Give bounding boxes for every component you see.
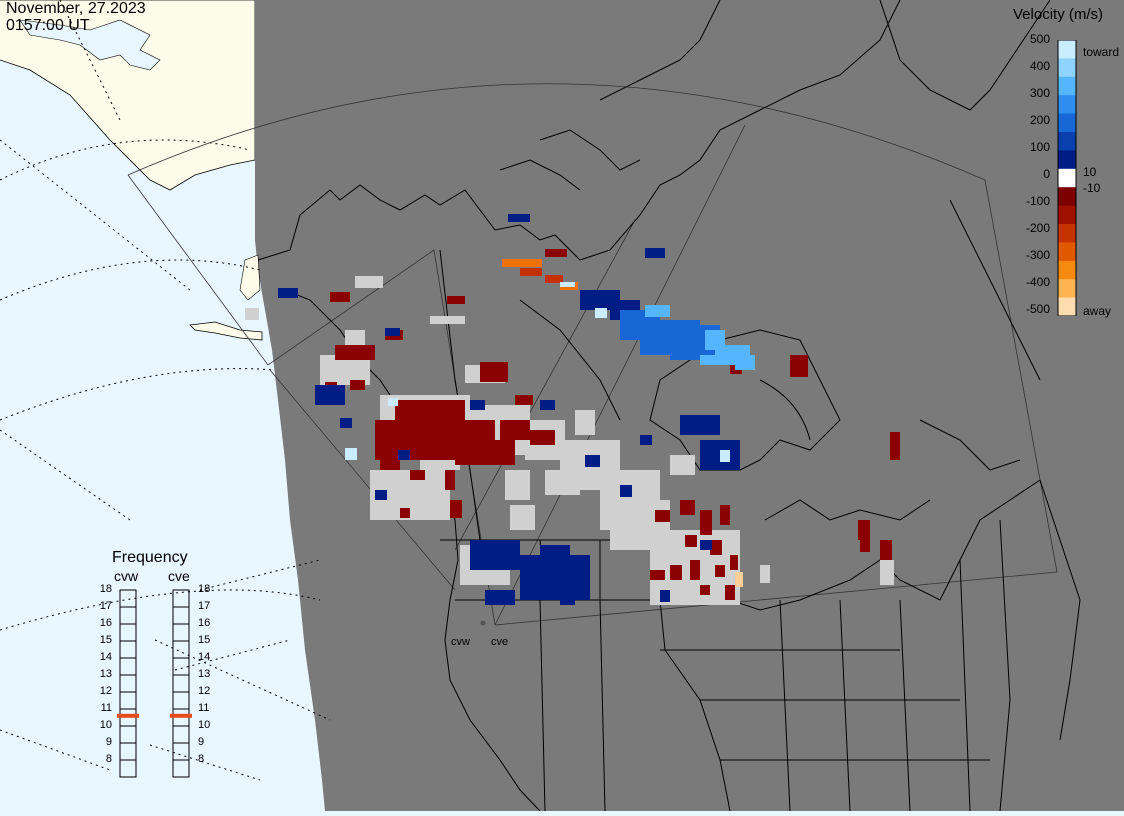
frequency-tick-label: 13 xyxy=(99,668,112,680)
velocity-tick-label: -500 xyxy=(1025,302,1050,316)
site-label-cve: cve xyxy=(491,636,509,648)
frequency-tick-label: 17 xyxy=(99,600,112,612)
frequency-tick-label: 16 xyxy=(99,617,112,629)
legend-neg10-label: -10 xyxy=(1083,181,1101,195)
legend-pos10-label: 10 xyxy=(1083,165,1097,179)
frequency-tick-label: 10 xyxy=(198,719,211,731)
toward-max-cells xyxy=(345,282,730,462)
velocity-tick-label: 300 xyxy=(1029,86,1050,100)
colorbar-segment xyxy=(1058,113,1076,133)
velocity-tick-label: -400 xyxy=(1025,275,1050,289)
colorbar-segment xyxy=(1058,95,1076,115)
colorbar-segment xyxy=(1058,242,1076,262)
colorbar-segment xyxy=(1058,279,1076,299)
frequency-tick-label: 16 xyxy=(198,617,211,629)
frequency-tick-label: 12 xyxy=(99,685,112,697)
colorbar-segment xyxy=(1058,260,1076,280)
frequency-marker xyxy=(117,713,139,718)
colorbar-segment xyxy=(1058,150,1076,170)
velocity-tick-label: 0 xyxy=(1043,167,1050,181)
colorbar-segment xyxy=(1058,187,1076,207)
away-medium-cells xyxy=(520,268,563,283)
arctic-land xyxy=(0,0,255,190)
colorbar-segment xyxy=(1058,224,1076,243)
toward-fast-cells xyxy=(645,305,755,370)
frequency-tick-label: 11 xyxy=(198,702,210,714)
frequency-gauge-frame xyxy=(119,589,137,778)
velocity-tick-label: -200 xyxy=(1025,221,1050,235)
velocity-tick-label: 400 xyxy=(1029,59,1050,73)
frequency-tick-label: 8 xyxy=(198,753,205,765)
frequency-tick-label: 9 xyxy=(105,736,112,748)
colorbar-segment xyxy=(1058,132,1076,151)
frequency-tick-label: 13 xyxy=(198,668,211,680)
site-label-cvw: cvw xyxy=(451,636,470,648)
radar-name-cvw: cvw xyxy=(114,568,139,584)
frequency-tick-label: 15 xyxy=(198,634,211,646)
frequency-title: Frequency xyxy=(112,549,188,566)
colorbar-segment xyxy=(1058,205,1076,225)
radar-fov xyxy=(127,83,1058,626)
date-label: November, 27.2023 xyxy=(6,0,146,17)
radar-name-cve: cve xyxy=(168,568,190,584)
velocity-colorbar xyxy=(1057,40,1077,316)
away-max-cells xyxy=(735,572,743,587)
frequency-tick-label: 11 xyxy=(100,702,112,714)
frequency-tick-label: 10 xyxy=(99,719,112,731)
colorbar-segment xyxy=(1058,40,1076,59)
land-region xyxy=(255,0,1124,811)
velocity-tick-label: -300 xyxy=(1025,248,1050,262)
velocity-tick-label: 200 xyxy=(1029,113,1050,127)
frequency-tick-label: 18 xyxy=(99,583,112,595)
colorbar-segment xyxy=(1058,297,1076,316)
velocity-tick-label: 100 xyxy=(1029,140,1050,154)
frequency-tick-label: 14 xyxy=(99,651,112,663)
legend-toward-label: toward xyxy=(1083,45,1120,59)
velocity-legend-title: Velocity (m/s) xyxy=(1013,6,1104,23)
frequency-tick-label: 9 xyxy=(198,736,205,748)
frequency-tick-label: 8 xyxy=(105,753,112,765)
velocity-tick-label: -100 xyxy=(1025,194,1050,208)
colorbar-segment xyxy=(1058,168,1076,188)
colorbar-segment xyxy=(1058,76,1076,96)
boundaries xyxy=(257,0,1081,812)
radar-site-marker xyxy=(480,620,486,626)
grid-lines xyxy=(0,0,331,781)
away-velocity-cells xyxy=(325,249,900,600)
frequency-marker xyxy=(170,713,192,718)
time-label: 0157:00 UT xyxy=(6,17,90,34)
legend-away-label: away xyxy=(1083,304,1112,318)
toward-velocity-cells xyxy=(278,214,740,605)
frequency-tick-label: 12 xyxy=(198,685,211,697)
frequency-tick-label: 15 xyxy=(99,634,112,646)
velocity-tick-label: 500 xyxy=(1029,32,1050,46)
frequency-gauges xyxy=(117,589,192,778)
colorbar-segment xyxy=(1058,58,1076,78)
frequency-tick-label: 17 xyxy=(198,600,211,612)
frequency-tick-label: 14 xyxy=(198,651,211,663)
frequency-gauge-frame xyxy=(172,589,190,778)
frequency-tick-label: 18 xyxy=(198,583,211,595)
